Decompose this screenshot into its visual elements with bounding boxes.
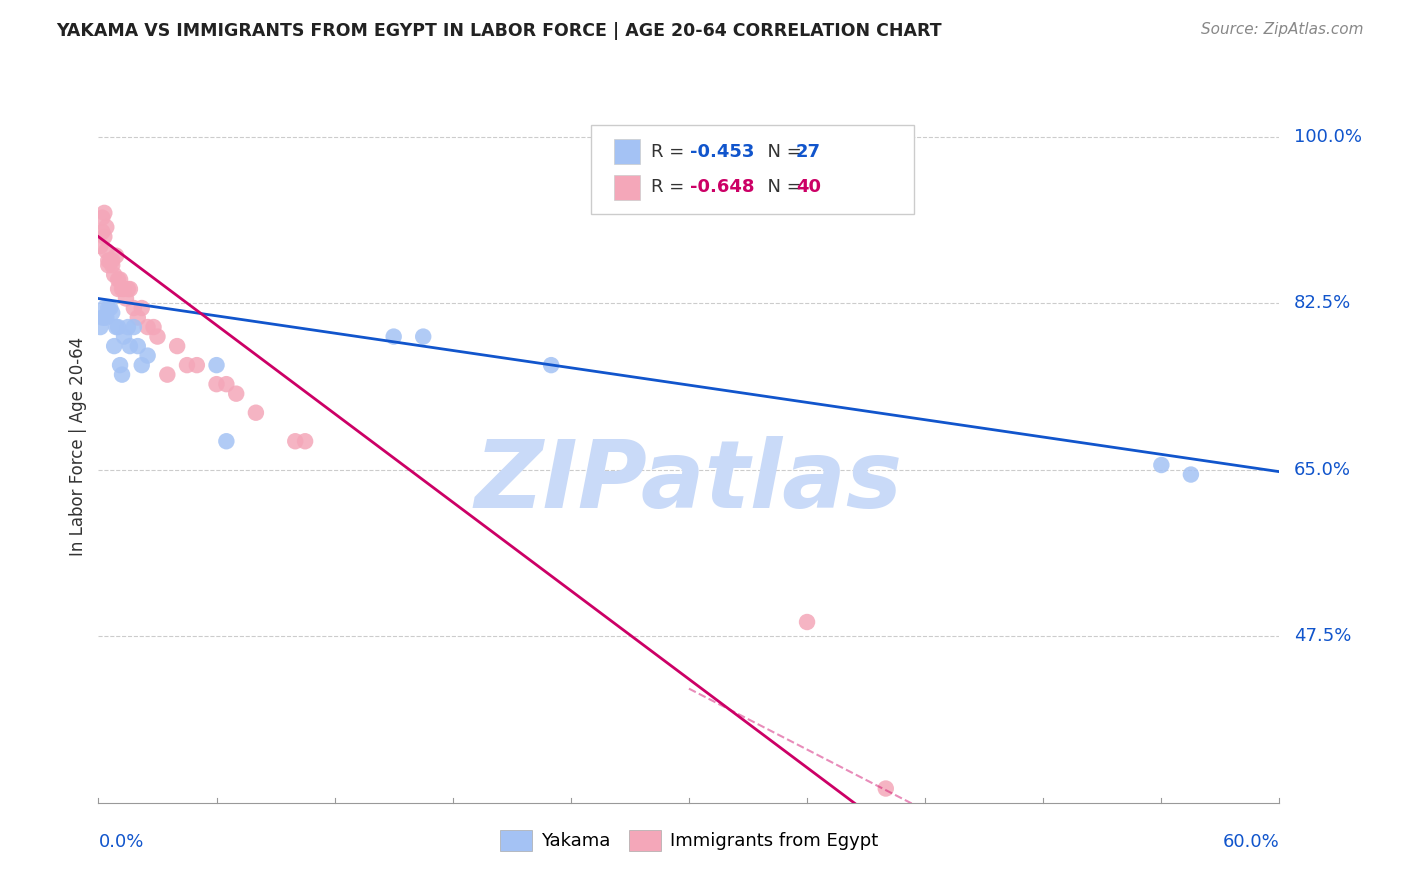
Point — [142, 320, 165, 334]
Point — [412, 329, 434, 343]
Point — [105, 249, 128, 263]
Point — [108, 272, 131, 286]
Point — [796, 615, 818, 629]
Point — [112, 282, 135, 296]
Point — [166, 339, 188, 353]
Point — [215, 434, 238, 449]
Point — [131, 358, 153, 372]
Point — [284, 434, 307, 449]
Point — [156, 368, 179, 382]
Text: 60.0%: 60.0% — [1223, 833, 1279, 851]
Point — [111, 368, 134, 382]
Point — [1180, 467, 1202, 482]
Text: ZIPatlas: ZIPatlas — [475, 435, 903, 528]
Text: 65.0%: 65.0% — [1294, 461, 1351, 479]
Point — [97, 301, 120, 315]
Text: 82.5%: 82.5% — [1294, 294, 1351, 312]
Point — [875, 781, 897, 796]
Point — [118, 339, 141, 353]
Point — [111, 282, 134, 296]
Point — [93, 310, 115, 325]
Point — [117, 320, 139, 334]
Text: R =: R = — [651, 143, 690, 161]
Point — [245, 406, 267, 420]
Point — [103, 339, 125, 353]
Point — [118, 282, 141, 296]
Point — [127, 339, 149, 353]
Point — [93, 229, 115, 244]
Point — [108, 358, 131, 372]
Text: -0.453: -0.453 — [690, 143, 755, 161]
Point — [131, 301, 153, 315]
Point — [225, 386, 247, 401]
Point — [105, 320, 128, 334]
Point — [215, 377, 238, 392]
Point — [97, 258, 120, 272]
Point — [117, 282, 139, 296]
Point — [205, 377, 228, 392]
Point — [294, 434, 316, 449]
Point — [540, 358, 562, 372]
Point — [176, 358, 198, 372]
Point — [107, 272, 129, 286]
Point — [122, 320, 145, 334]
Point — [89, 239, 111, 253]
Point — [382, 329, 405, 343]
Point — [96, 310, 118, 325]
Y-axis label: In Labor Force | Age 20-64: In Labor Force | Age 20-64 — [69, 336, 87, 556]
Point — [91, 225, 114, 239]
Text: -0.648: -0.648 — [690, 178, 755, 196]
Point — [101, 258, 124, 272]
Point — [127, 310, 149, 325]
Point — [101, 253, 124, 268]
Point — [93, 301, 115, 315]
Point — [186, 358, 208, 372]
Point — [115, 292, 138, 306]
Point — [89, 320, 111, 334]
Point — [93, 206, 115, 220]
Point — [205, 358, 228, 372]
Point — [96, 244, 118, 258]
Point — [91, 310, 114, 325]
Text: R =: R = — [651, 178, 690, 196]
Point — [146, 329, 169, 343]
Text: YAKAMA VS IMMIGRANTS FROM EGYPT IN LABOR FORCE | AGE 20-64 CORRELATION CHART: YAKAMA VS IMMIGRANTS FROM EGYPT IN LABOR… — [56, 22, 942, 40]
Point — [97, 253, 120, 268]
Point — [98, 301, 121, 315]
Point — [103, 268, 125, 282]
Text: 0.0%: 0.0% — [98, 833, 143, 851]
Text: 40: 40 — [796, 178, 821, 196]
Text: N =: N = — [756, 143, 808, 161]
Point — [98, 253, 121, 268]
Point — [107, 282, 129, 296]
Point — [112, 329, 135, 343]
Point — [96, 220, 118, 235]
Point — [136, 320, 159, 334]
Point — [101, 306, 124, 320]
Point — [91, 211, 114, 225]
Point — [136, 349, 159, 363]
Text: 27: 27 — [796, 143, 821, 161]
Text: 47.5%: 47.5% — [1294, 627, 1351, 645]
Legend: Yakama, Immigrants from Egypt: Yakama, Immigrants from Egypt — [492, 822, 886, 858]
Point — [107, 320, 129, 334]
Point — [1150, 458, 1173, 472]
Text: 100.0%: 100.0% — [1294, 128, 1361, 145]
Text: Source: ZipAtlas.com: Source: ZipAtlas.com — [1201, 22, 1364, 37]
Text: N =: N = — [756, 178, 808, 196]
Point — [122, 301, 145, 315]
